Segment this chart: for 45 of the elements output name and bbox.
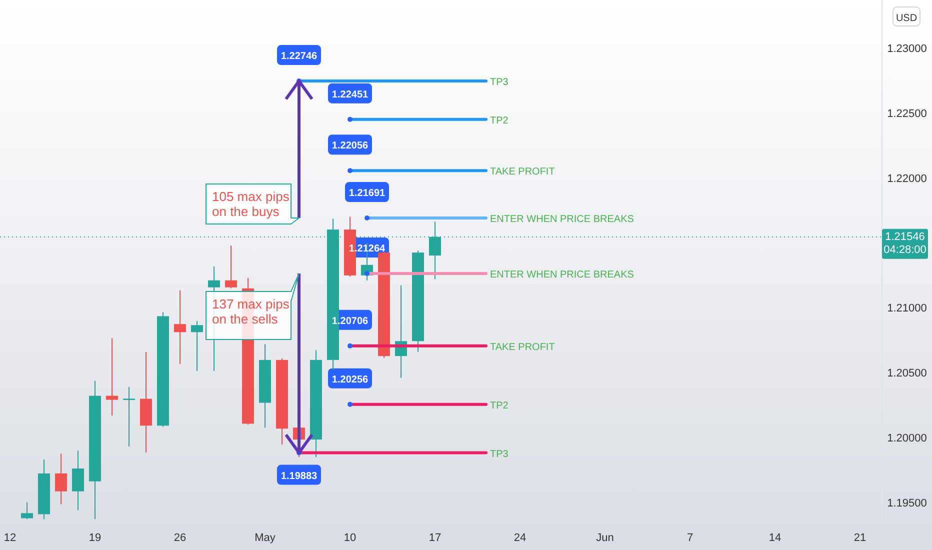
series-label: TAKE PROFIT — [490, 166, 555, 178]
y-tick-label: 1.23000 — [887, 43, 927, 56]
y-tick-label: 1.22500 — [887, 108, 927, 120]
ref-line-label: 1.21546 04:28:00 — [884, 230, 926, 256]
candlestick — [225, 245, 237, 289]
x-tick-label: May — [254, 532, 276, 544]
candlestick — [106, 338, 118, 416]
candlestick — [123, 386, 135, 448]
text: USD — [896, 13, 918, 24]
data-label: 1.20256 — [332, 374, 369, 386]
series-label: TP3 — [490, 77, 509, 88]
x-tick-label: 12 — [4, 532, 16, 544]
y-tick-label: 1.20000 — [887, 432, 927, 445]
x-tick-label: 14 — [768, 532, 782, 544]
series-label: ENTER WHEN PRICE BREAKS — [490, 214, 634, 226]
x-tick-label: 24 — [514, 532, 526, 544]
y-tick-label: 1.20500 — [887, 368, 927, 380]
annotation: 137 max pips on the sells — [212, 296, 290, 326]
x-tick-label: 19 — [88, 532, 102, 544]
annotation: 105 max pips on the buys — [212, 189, 290, 220]
x-tick-label: 21 — [854, 532, 866, 544]
series-label: ENTER WHEN PRICE BREAKS — [490, 269, 634, 280]
data-label: 1.21691 — [348, 188, 386, 200]
x-tick-label: 7 — [686, 532, 694, 544]
data-label: 1.22451 — [332, 89, 369, 100]
candlestick — [21, 502, 33, 520]
candlestick — [174, 290, 186, 364]
y-tick-label: 1.19500 — [887, 498, 927, 510]
series-label: TAKE PROFIT — [490, 342, 555, 353]
x-tick-label: Jun — [596, 532, 614, 544]
series-label: TP3 — [490, 448, 509, 460]
x-tick-label: 17 — [428, 532, 442, 544]
x-tick-label: 26 — [174, 532, 186, 544]
y-tick-label: 1.21000 — [887, 302, 927, 315]
candlestick — [72, 450, 84, 511]
series-label: TP2 — [490, 400, 509, 412]
x-tick-label: 10 — [344, 532, 356, 544]
candlestick — [55, 453, 67, 505]
data-label: 1.20706 — [332, 316, 369, 327]
data-label: 1.22056 — [332, 140, 369, 152]
data-label: 1.19883 — [280, 470, 318, 482]
data-label: 1.22746 — [280, 51, 318, 62]
candlestick — [191, 320, 203, 372]
series-label: TP2 — [490, 115, 509, 126]
y-tick-label: 1.22000 — [887, 172, 927, 185]
